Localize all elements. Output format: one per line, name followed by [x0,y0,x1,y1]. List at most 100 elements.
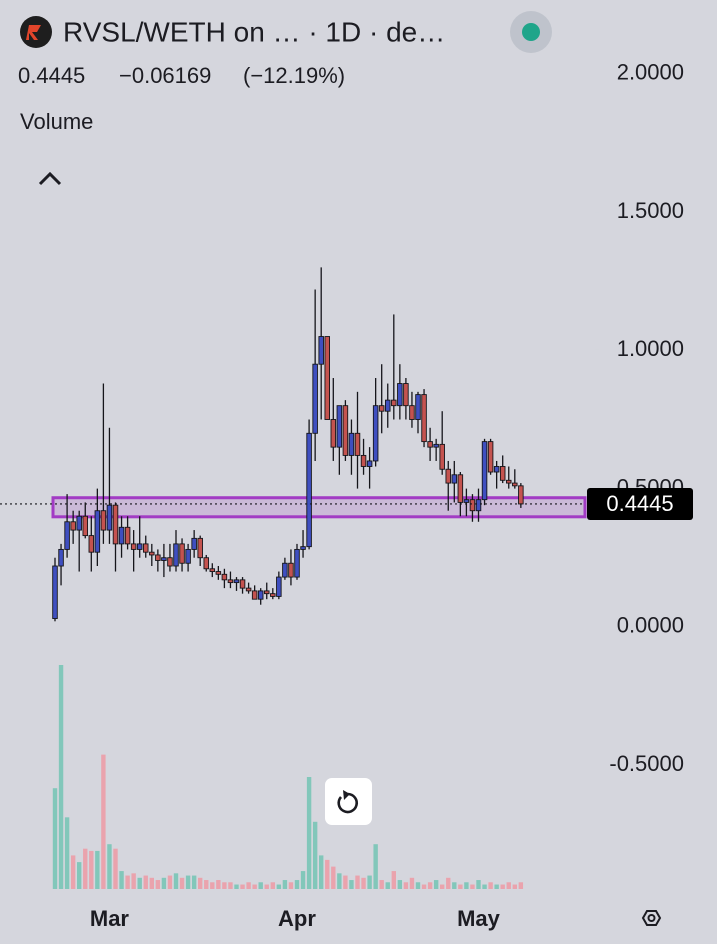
zone [51,496,587,519]
volume-bar [373,844,378,889]
volume-bar [385,882,390,889]
volume-bar [452,882,457,889]
candle-body [463,499,470,503]
candle-body [276,576,282,597]
volume-bar [312,821,318,889]
candle-body [457,474,464,503]
volume-bar [500,884,505,889]
candle-body [197,537,203,559]
candle-body [233,579,240,584]
volume-bar [143,875,148,889]
volume-bar [264,884,269,889]
candle-body [227,579,234,584]
candle-body [506,479,512,484]
candle-body [481,441,488,501]
candle-body [282,562,288,578]
candle-body [173,543,179,567]
candle-body [409,405,415,420]
volume-bar [343,875,348,889]
candle-body [270,593,276,597]
volume-bar [458,884,463,889]
last-price-box [587,487,693,520]
collapse-chevron[interactable] [38,171,62,186]
volume-bar [415,882,421,889]
candle-body [445,468,452,484]
volume-bar [306,777,312,889]
volume-bar [77,862,82,889]
candle-body [155,554,161,561]
candle-body [348,432,355,456]
volume-bar [476,880,481,889]
candle-body [451,474,458,484]
candle-body [330,419,337,448]
volume-bar [270,882,275,889]
candle-body [366,460,373,467]
candle-body [403,383,409,407]
candle-body [512,482,518,487]
volume-bar [512,884,517,889]
settings-icon-core [647,914,656,922]
candle-body [179,543,185,564]
candle-body [149,551,155,556]
candle-body [185,548,191,564]
chart-title[interactable]: RVSL/WETH on … · 1D · de… [63,16,445,47]
candle-body [94,510,101,553]
candle-body [167,557,173,567]
volume-bar [95,850,100,889]
settings-icon[interactable] [641,910,662,926]
volume-bar [107,844,112,889]
volume-bar [470,884,475,889]
volume-bar [433,880,439,889]
candle-body [397,383,403,407]
volume-bar [427,882,433,889]
volume-bar [149,877,154,889]
y-tick-label: -0.5000 [609,751,684,776]
volume-bar [173,873,179,889]
candle-body [518,485,524,505]
volume-bar [191,875,197,889]
reset-button[interactable] [325,778,372,825]
volume-bar [403,882,409,889]
volume-bar [64,817,70,889]
volume-bar [58,665,64,889]
logo-mark [26,25,41,40]
volume-label[interactable]: Volume [20,109,93,134]
volume-bar [246,882,251,889]
volume-bar [258,882,263,889]
candle-body [142,543,149,553]
volume-bar [421,884,427,889]
candle-body [257,590,264,600]
volume-bar [294,880,300,889]
candle-body [239,579,246,589]
volume-bar [83,848,88,889]
candle-body [499,466,506,481]
volume-bar [179,877,185,889]
volume-bar [464,882,469,889]
volume-bar [252,884,257,889]
volume-bar [125,875,130,889]
x-tick-label: Apr [278,906,316,931]
candle-body [300,546,306,550]
volume-bar [440,884,445,889]
candle-body [203,557,209,570]
volume-bar [204,880,209,889]
y-tick-label: 1.0000 [617,336,684,361]
candle-body [324,336,331,420]
volume-bar [409,877,415,889]
candle-body [64,521,70,550]
candle-body [421,394,427,443]
volume-bar [349,880,354,889]
volume-bar [518,882,524,889]
y-tick-label: 0.0000 [617,613,684,638]
volume-bar [319,855,324,889]
candle-body [487,441,494,473]
volume-bar [113,848,118,889]
plot: 2.00001.50001.00000.50000.0000-0.5000Mar… [0,60,693,931]
candle-body [136,543,143,550]
volume-bar [446,877,451,889]
volume-bar [391,871,396,889]
y-tick-label: 2.0000 [617,60,684,85]
volume-bar [240,884,245,889]
x-tick-label: Mar [90,906,130,931]
